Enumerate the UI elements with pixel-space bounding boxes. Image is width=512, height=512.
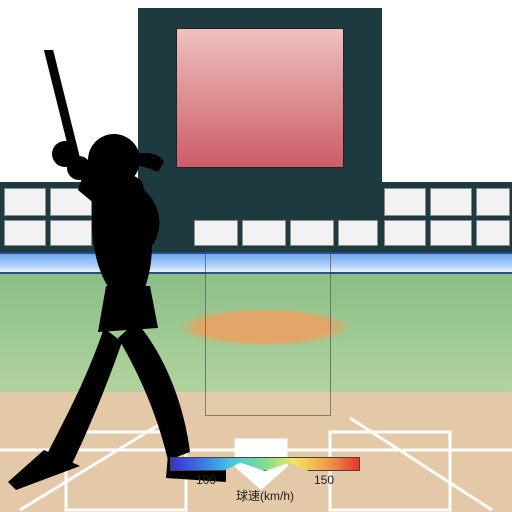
stands-left: [0, 182, 138, 252]
pitch-location-chart: 100 150 球速(km/h): [0, 0, 512, 512]
legend-ticks: 100 150: [170, 473, 360, 487]
legend-tick-max: 150: [314, 473, 334, 487]
heatmap-screen: [176, 28, 344, 168]
legend-label: 球速(km/h): [150, 487, 380, 504]
stands-center: [138, 182, 382, 252]
stands-right: [382, 182, 512, 252]
speed-legend: 100 150 球速(km/h): [150, 457, 380, 504]
legend-colorbar: [170, 457, 360, 471]
legend-tick-min: 100: [196, 473, 216, 487]
strike-zone: [205, 248, 331, 416]
